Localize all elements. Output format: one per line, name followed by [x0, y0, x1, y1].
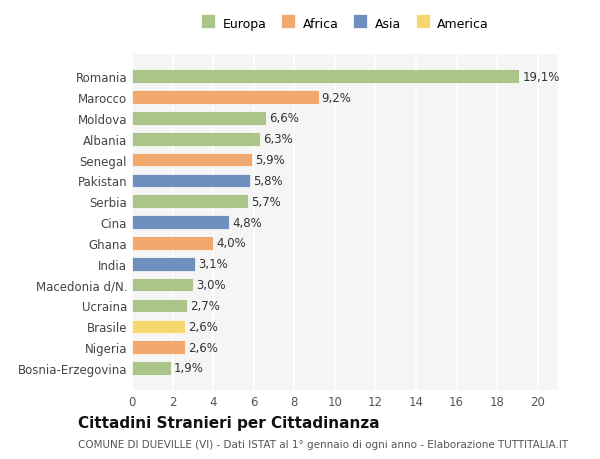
Text: 6,3%: 6,3%: [263, 133, 293, 146]
Legend: Europa, Africa, Asia, America: Europa, Africa, Asia, America: [201, 18, 489, 31]
Bar: [132, 91, 319, 105]
Text: 3,1%: 3,1%: [198, 257, 227, 271]
Bar: [132, 112, 266, 125]
Text: COMUNE DI DUEVILLE (VI) - Dati ISTAT al 1° gennaio di ogni anno - Elaborazione T: COMUNE DI DUEVILLE (VI) - Dati ISTAT al …: [78, 440, 568, 449]
Text: 2,7%: 2,7%: [190, 299, 220, 312]
Text: 6,6%: 6,6%: [269, 112, 299, 125]
Bar: [132, 237, 213, 250]
Bar: [132, 216, 229, 230]
Text: 5,8%: 5,8%: [253, 174, 283, 188]
Bar: [132, 278, 193, 292]
Bar: [132, 133, 260, 146]
Bar: [132, 320, 185, 333]
Text: 2,6%: 2,6%: [188, 341, 218, 354]
Text: 4,0%: 4,0%: [216, 237, 246, 250]
Text: 4,8%: 4,8%: [232, 216, 262, 229]
Text: 19,1%: 19,1%: [523, 71, 560, 84]
Bar: [132, 174, 250, 188]
Bar: [132, 361, 170, 375]
Bar: [132, 153, 251, 167]
Text: Cittadini Stranieri per Cittadinanza: Cittadini Stranieri per Cittadinanza: [78, 415, 380, 430]
Bar: [132, 195, 248, 208]
Text: 2,6%: 2,6%: [188, 320, 218, 333]
Bar: [132, 70, 520, 84]
Bar: [132, 299, 187, 313]
Text: 5,7%: 5,7%: [251, 196, 280, 208]
Bar: [132, 257, 195, 271]
Text: 1,9%: 1,9%: [173, 362, 203, 375]
Text: 9,2%: 9,2%: [322, 91, 352, 104]
Bar: [132, 341, 185, 354]
Text: 5,9%: 5,9%: [255, 154, 284, 167]
Text: 3,0%: 3,0%: [196, 279, 226, 291]
